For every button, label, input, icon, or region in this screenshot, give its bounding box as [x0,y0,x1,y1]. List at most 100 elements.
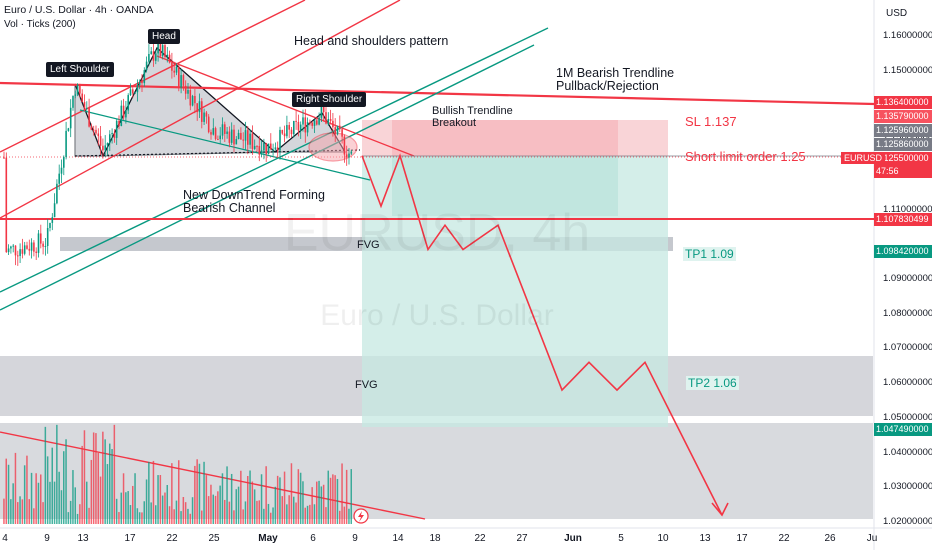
candle-body [23,245,26,254]
volume-bar [290,463,293,524]
downtrend-line1: New DownTrend Forming [183,188,325,202]
price-tick: 1.110000000 [883,203,932,215]
candle-body [10,246,12,249]
volume-bar [28,499,30,524]
volume-bar [42,502,44,524]
stop-loss-zone-inner [392,120,618,156]
candle-body [191,95,194,106]
lower-zone [0,423,873,519]
symbol-badge[interactable]: EURUSD [841,152,886,164]
volume-bar [322,484,325,524]
volume-bar [293,496,295,524]
volume-bar [83,430,86,524]
volume-bar [304,507,306,524]
price-badge: 1.047490000 [874,423,932,436]
volume-bar [203,461,205,524]
price-tick: 1.020000000 [883,516,932,527]
candle-body [148,53,150,62]
volume-bar [3,498,5,524]
volume-bar [111,449,113,524]
stop-loss-zone [362,120,668,156]
candle-body [157,39,159,54]
date-tick: 9 [44,533,50,544]
date-tick: Jun [564,533,582,544]
volume-bar [270,512,272,524]
volume-bar [196,459,198,524]
volume-bar [184,502,187,524]
volume-bar [72,470,74,524]
left-shoulder-tag: Left Shoulder [46,62,114,77]
volume-bar [90,459,93,524]
price-badge: 47:56 [874,165,932,178]
date-tick: 18 [429,533,441,544]
candle-body [164,45,166,57]
date-tick: 22 [166,533,178,544]
volume-bar [109,443,111,524]
candle-body [235,139,238,145]
volume-bar [191,497,194,524]
volume-bar [143,501,145,524]
projection-arrowhead [711,502,729,517]
candle-body [28,248,31,251]
candle-body [210,132,212,135]
candle-body [329,118,332,121]
volume-bar [274,486,277,524]
price-tick: 1.040000000 [883,446,932,458]
volume-bar [198,463,201,524]
candle-body [224,124,226,134]
volume-bar [249,470,251,524]
candles [3,32,353,266]
candle-body [219,135,221,140]
price-tick: 1.050000000 [883,411,932,423]
candle-body [253,146,256,149]
candle-body [272,149,274,151]
candle-body [102,145,104,151]
candle-body [69,107,72,129]
volume-bar [221,473,224,524]
watermark-sub: Euro / U.S. Dollar [320,299,553,332]
projection-path [361,153,723,516]
volume-bar [129,505,132,524]
volume-bar [118,512,120,524]
volume-bar [182,497,185,524]
candle-body [249,133,251,145]
volume-bar [345,469,348,524]
candle-body [214,128,217,139]
volume-bar [276,475,279,524]
volume-bar [127,491,129,524]
candle-body [226,131,228,134]
bullish-breakout-line2: Breakout [432,117,477,129]
candle-body [49,222,51,229]
volume-bar [136,508,139,524]
volume-bar [102,431,104,524]
volume-bars [3,424,352,524]
volume-bar [164,492,166,524]
candle-body [279,129,281,151]
candle-body [283,133,286,137]
short-limit-label: Short limit order 1.25 [685,149,806,164]
price-badge: 1.098420000 [874,245,932,258]
head-tag: Head [148,29,180,44]
price-badge: 1.135790000 [874,110,932,123]
volume-bar [74,487,76,524]
volume-bar [152,460,155,524]
candle-body [12,245,14,247]
candle-body [106,143,109,146]
candle-body [293,120,295,135]
volume-bar [23,465,26,524]
volume-bar [134,473,136,524]
candle-body [212,128,215,135]
volume-bar [44,426,47,524]
volume-bar [79,504,81,524]
volume-bar [339,510,341,524]
candle-body [288,125,290,130]
currency-label[interactable]: USD [886,8,908,19]
candle-body [256,146,258,148]
symbol-line: Euro / U.S. Dollar · 4h · OANDA [4,4,154,16]
candle-body [180,75,182,88]
candle-body [67,128,70,131]
volume-bar [205,475,208,524]
volume-bar [325,507,327,524]
volume-bar [161,495,164,524]
